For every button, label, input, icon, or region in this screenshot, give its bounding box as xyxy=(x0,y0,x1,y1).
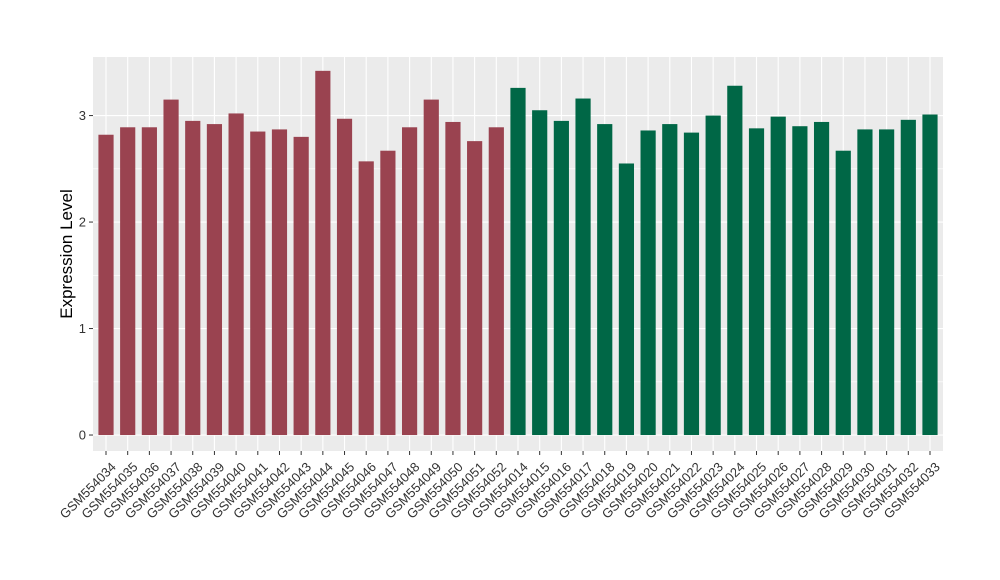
bar-GSM554042 xyxy=(271,129,288,436)
bar-GSM554040 xyxy=(228,113,244,436)
bar-GSM554029 xyxy=(835,150,851,436)
bar-GSM554027 xyxy=(792,126,808,436)
bar-GSM554031 xyxy=(879,129,895,436)
bar-GSM554019 xyxy=(618,163,635,436)
bar-GSM554036 xyxy=(141,127,157,436)
bar-GSM554035 xyxy=(120,127,136,436)
bar-GSM554048 xyxy=(401,127,418,436)
bar-GSM554039 xyxy=(206,124,223,436)
bar-GSM554034 xyxy=(98,134,114,436)
bar-GSM554051 xyxy=(467,141,483,436)
bars xyxy=(98,70,938,436)
bar-GSM554052 xyxy=(488,127,504,436)
y-tick-label: 1 xyxy=(79,321,86,336)
bar-GSM554030 xyxy=(857,129,873,436)
bar-GSM554021 xyxy=(662,124,678,436)
bar-GSM554050 xyxy=(445,121,461,436)
bar-GSM554025 xyxy=(748,128,765,436)
bar-GSM554032 xyxy=(900,119,916,436)
bar-GSM554022 xyxy=(683,132,700,436)
bar-GSM554046 xyxy=(358,161,374,436)
bar-GSM554017 xyxy=(575,98,591,436)
bar-GSM554026 xyxy=(770,116,786,436)
y-tick-label: 2 xyxy=(79,215,86,230)
bar-GSM554038 xyxy=(185,120,201,436)
bar-GSM554047 xyxy=(380,150,396,436)
y-axis-title: Expression Level xyxy=(57,189,76,318)
y-tick-label: 3 xyxy=(79,108,86,123)
bar-GSM554015 xyxy=(532,110,548,436)
bar-GSM554043 xyxy=(293,136,309,436)
bar-GSM554023 xyxy=(705,115,721,436)
y-axis: 0 1 2 3 xyxy=(79,108,93,443)
bar-GSM554020 xyxy=(640,130,656,436)
bar-GSM554044 xyxy=(315,70,331,436)
bar-GSM554014 xyxy=(510,87,526,436)
x-axis: GSM554034GSM554035GSM554036GSM554037GSM5… xyxy=(57,451,943,522)
bar-GSM554037 xyxy=(163,99,179,436)
bar-GSM554041 xyxy=(250,131,266,436)
bar-GSM554024 xyxy=(727,85,743,436)
bar-GSM554045 xyxy=(336,118,353,436)
bar-GSM554028 xyxy=(813,121,830,436)
bar-GSM554049 xyxy=(423,99,439,436)
bar-GSM554033 xyxy=(922,114,938,436)
y-tick-label: 0 xyxy=(79,428,86,443)
bar-GSM554016 xyxy=(553,120,569,436)
bar-GSM554018 xyxy=(597,124,613,436)
